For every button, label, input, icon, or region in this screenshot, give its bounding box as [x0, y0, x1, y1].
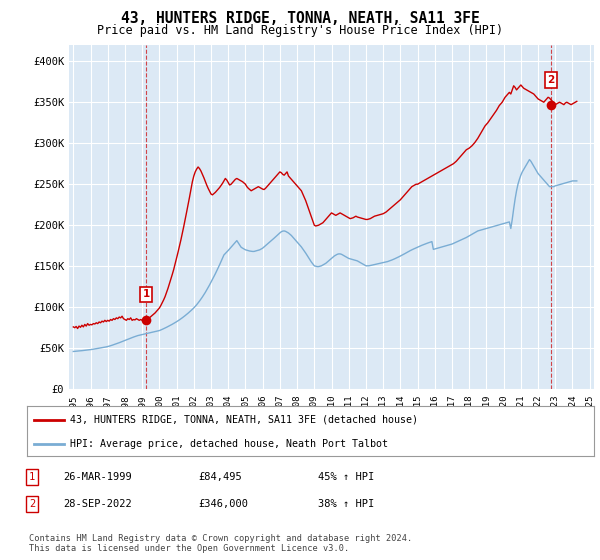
- Text: 1: 1: [142, 290, 150, 300]
- Text: 2: 2: [547, 75, 554, 85]
- Text: 2: 2: [29, 499, 35, 509]
- Text: Price paid vs. HM Land Registry's House Price Index (HPI): Price paid vs. HM Land Registry's House …: [97, 24, 503, 36]
- Text: 1: 1: [29, 472, 35, 482]
- Text: Contains HM Land Registry data © Crown copyright and database right 2024.
This d: Contains HM Land Registry data © Crown c…: [29, 534, 412, 553]
- Text: 43, HUNTERS RIDGE, TONNA, NEATH, SA11 3FE (detached house): 43, HUNTERS RIDGE, TONNA, NEATH, SA11 3F…: [70, 414, 418, 424]
- Text: £84,495: £84,495: [198, 472, 242, 482]
- Text: 45% ↑ HPI: 45% ↑ HPI: [318, 472, 374, 482]
- Text: HPI: Average price, detached house, Neath Port Talbot: HPI: Average price, detached house, Neat…: [70, 439, 388, 449]
- Text: 43, HUNTERS RIDGE, TONNA, NEATH, SA11 3FE: 43, HUNTERS RIDGE, TONNA, NEATH, SA11 3F…: [121, 11, 479, 26]
- Text: £346,000: £346,000: [198, 499, 248, 509]
- Text: 38% ↑ HPI: 38% ↑ HPI: [318, 499, 374, 509]
- Text: 26-MAR-1999: 26-MAR-1999: [63, 472, 132, 482]
- Text: 28-SEP-2022: 28-SEP-2022: [63, 499, 132, 509]
